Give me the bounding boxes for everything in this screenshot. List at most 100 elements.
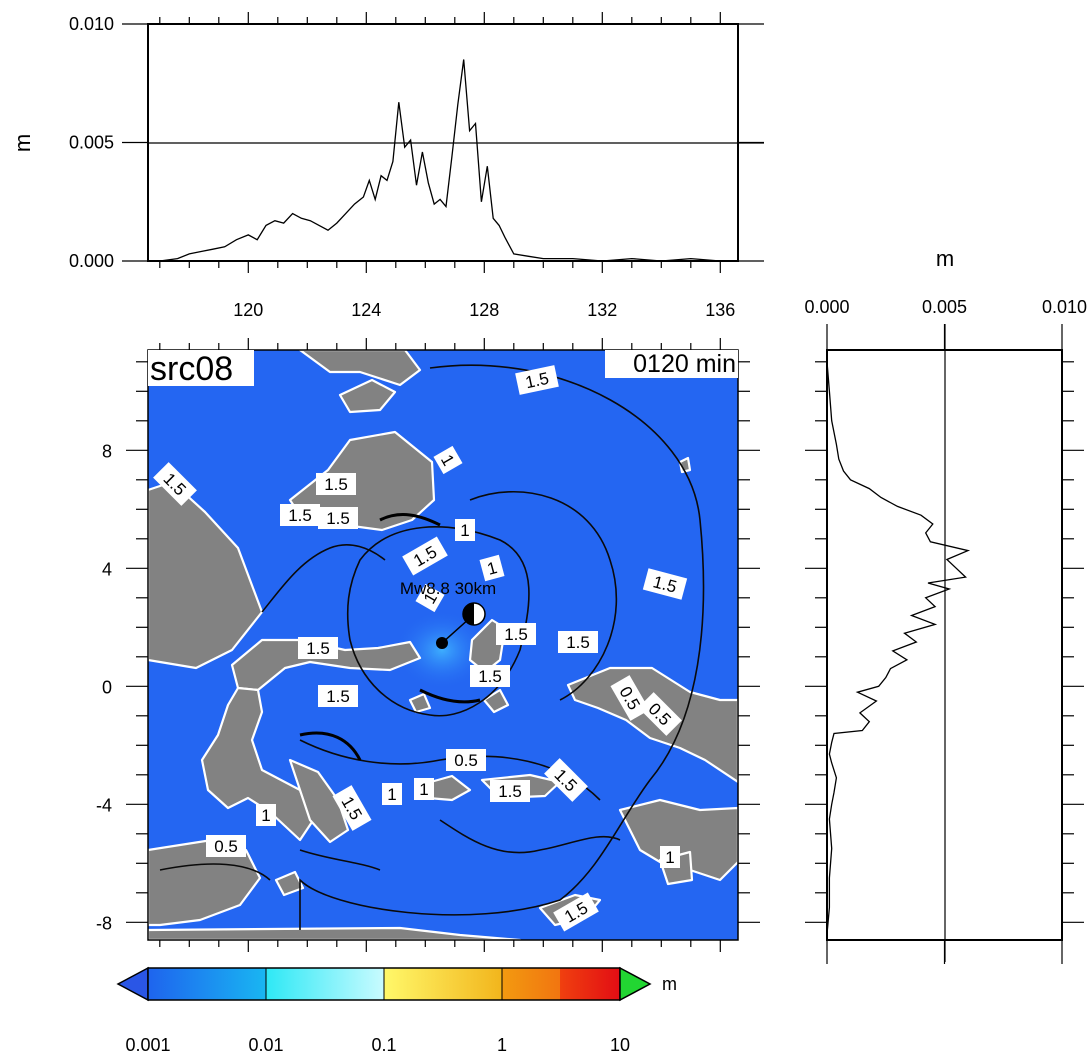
contour-label-box — [382, 783, 402, 805]
contour-label-box — [318, 685, 358, 707]
contour-outer — [299, 364, 705, 930]
time-label-box — [605, 350, 738, 378]
contour-label-text: 0.5 — [214, 837, 238, 856]
top-profile-panel: 120 124 128 132 136 0.000 0.005 0.010 m — [10, 12, 764, 320]
right-xtick-label: 0.005 — [922, 297, 967, 317]
colorbar-tick-label: 0.01 — [248, 1035, 283, 1055]
colorbar-over-triangle — [619, 966, 652, 1002]
panel-label-box — [148, 350, 254, 386]
epicenter-dot — [436, 637, 448, 649]
contour-label: 1.5 — [558, 631, 598, 653]
contour-label-text: 1 — [419, 780, 428, 799]
source-amplitude-patch — [394, 610, 490, 690]
contour-label-text: 1 — [261, 806, 270, 825]
contour-label-box — [446, 749, 486, 771]
top-profile-axis: 120 124 128 132 136 0.000 0.005 0.010 — [69, 12, 764, 320]
top-xtick-label: 136 — [705, 300, 735, 320]
contour-label-box — [455, 519, 475, 541]
map-ytick-label: -8 — [96, 913, 112, 933]
contour-label-box — [298, 637, 338, 659]
contour-label-box — [660, 846, 680, 868]
map-ytick-label: 4 — [102, 559, 112, 579]
contour-label-text: 1.5 — [324, 475, 348, 494]
contour-label-box — [402, 536, 448, 576]
contour-label: 1 — [660, 846, 680, 868]
top-ytick-label: 0.010 — [69, 14, 114, 34]
event-label: Mw8.8 30km — [400, 579, 496, 598]
top-ytick-label: 0.000 — [69, 251, 114, 271]
contour-label: 1.5 — [318, 507, 358, 529]
epicenter-marker: Mw8.8 30km — [400, 579, 496, 649]
right-profile-series — [826, 361, 971, 935]
panel-label: src08 — [150, 350, 233, 388]
contour-label-box — [544, 758, 588, 802]
contour-label-text: 1 — [387, 785, 396, 804]
contour-thick-1 — [379, 513, 441, 527]
contour-label-text: 1.5 — [478, 667, 502, 686]
colorbar-segment-3 — [384, 968, 502, 1000]
land-sulawesi-central — [200, 686, 314, 842]
colorbar-segment-2 — [266, 968, 384, 1000]
contour-label-box — [553, 892, 599, 932]
contour-label-text: 0.5 — [454, 751, 478, 770]
land-north-strip — [298, 350, 422, 387]
contour-thick-2 — [299, 731, 362, 761]
land-bottom-strip — [148, 926, 522, 940]
contour-label-box — [153, 462, 197, 506]
contour-label: 1.5 — [298, 637, 338, 659]
contour-west — [261, 544, 386, 613]
contour-label: 1.5 — [318, 685, 358, 707]
top-ytick-label: 0.005 — [69, 133, 114, 153]
contour-label: 1.5 — [316, 473, 356, 495]
contour-label-text: 1.5 — [566, 633, 590, 652]
time-label: 0120 min — [633, 350, 736, 378]
contour-southeast — [439, 819, 621, 854]
map-frame — [147, 349, 739, 941]
colorbar-tick-label: 10 — [610, 1035, 630, 1055]
contour-label-box — [515, 365, 559, 395]
contour-label-box — [256, 804, 276, 826]
land-sulawesi-southeast — [288, 758, 350, 844]
top-profile-ylabel: m — [10, 134, 35, 152]
contour-label-box — [470, 665, 510, 687]
land-papua-west — [566, 666, 738, 784]
contour-label-text: 1.5 — [306, 639, 330, 658]
contour-label-box — [610, 675, 650, 721]
colorbar-unit: m — [662, 974, 677, 994]
contour-label: 0.5 — [206, 835, 246, 857]
map-axis: -8 -4 0 4 8 — [96, 338, 760, 952]
contour-label: 1 — [433, 445, 463, 475]
contour-label: 1 — [415, 583, 445, 613]
map-ytick-label: -4 — [96, 795, 112, 815]
contour-label: 1 — [414, 778, 434, 800]
land-luzon-south — [338, 378, 397, 414]
contour-label-box — [332, 785, 372, 831]
contour-label-box — [280, 504, 320, 526]
colorbar-tick-label: 0.001 — [125, 1035, 170, 1055]
contour-east — [469, 490, 618, 701]
contour-label: 1.5 — [470, 665, 510, 687]
contour-label: 1.5 — [496, 623, 536, 645]
contour-thick-3 — [419, 688, 481, 704]
land-papua-south — [618, 798, 738, 882]
thick-contours — [299, 513, 481, 761]
colorbar-ticks: 0.001 0.01 0.1 1 10 — [125, 968, 630, 1055]
contour-label-box — [496, 623, 536, 645]
contour-label-box — [415, 583, 445, 613]
contour-label-box — [318, 507, 358, 529]
colorbar-tick-label: 1 — [497, 1035, 507, 1055]
contour-label-box — [433, 445, 463, 475]
colorbar-under-triangle — [116, 966, 149, 1002]
colorbar-segment-1 — [148, 968, 266, 1000]
contour-label-box — [414, 778, 434, 800]
epicenter-link — [441, 617, 471, 644]
land-small-island-2 — [408, 692, 432, 714]
right-profile-axis: 0.000 0.005 0.010 — [804, 297, 1087, 964]
contour-label: 1 — [256, 804, 276, 826]
contour-label-box — [638, 692, 682, 736]
contour-label-box — [558, 631, 598, 653]
right-xtick-label: 0.010 — [1042, 297, 1087, 317]
contour-label-box — [490, 780, 530, 802]
contour-label-box — [642, 568, 688, 600]
contour-label-box — [316, 473, 356, 495]
